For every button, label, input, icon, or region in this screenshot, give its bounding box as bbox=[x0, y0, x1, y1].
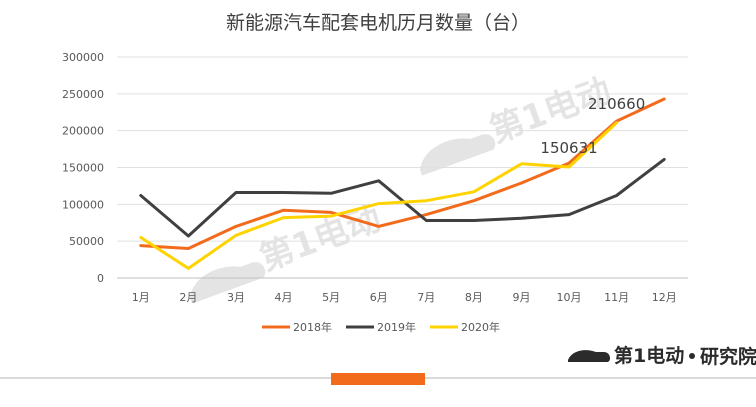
series-line-2018年 bbox=[139, 97, 666, 250]
series-line-2020年 bbox=[139, 121, 619, 270]
x-tick-label: 10月 bbox=[557, 291, 582, 304]
y-tick-label: 300000 bbox=[62, 51, 104, 64]
legend: 2018年 2019年 2020年 bbox=[262, 320, 500, 334]
x-tick-label: 8月 bbox=[465, 291, 483, 304]
legend-label: 2018年 bbox=[293, 320, 332, 334]
x-tick-label: 2月 bbox=[179, 291, 197, 304]
x-tick-label: 3月 bbox=[227, 291, 245, 304]
legend-label: 2019年 bbox=[377, 320, 416, 334]
legend-label: 2020年 bbox=[461, 320, 500, 334]
x-tick-label: 7月 bbox=[417, 291, 435, 304]
y-tick-label: 100000 bbox=[62, 198, 104, 211]
data-labels: 150631 210660 bbox=[540, 95, 645, 157]
y-tick-label: 150000 bbox=[62, 162, 104, 175]
y-tick-label: 250000 bbox=[62, 88, 104, 101]
data-label: 150631 bbox=[540, 139, 597, 157]
svg-text:第1电动: 第1电动 bbox=[614, 344, 684, 367]
brand-logo: 第1电动 研究院 bbox=[568, 344, 756, 368]
data-label: 210660 bbox=[588, 95, 645, 113]
y-tick-label: 200000 bbox=[62, 125, 104, 138]
separator-dot bbox=[689, 353, 695, 359]
watermark-upper: 第1电动 bbox=[420, 71, 616, 176]
x-tick-label: 5月 bbox=[322, 291, 340, 304]
grid bbox=[117, 56, 688, 279]
x-tick-label: 4月 bbox=[275, 291, 293, 304]
y-tick-label: 50000 bbox=[69, 235, 104, 248]
x-tick-label: 12月 bbox=[652, 291, 677, 304]
x-axis: 1月 2月 3月 4月 5月 6月 7月 8月 9月 10月 11月 12月 bbox=[132, 291, 677, 304]
series-line-2019年 bbox=[139, 157, 666, 238]
footer-accent-bar bbox=[331, 373, 425, 385]
x-tick-label: 9月 bbox=[512, 291, 530, 304]
x-tick-label: 1月 bbox=[132, 291, 150, 304]
x-tick-label: 11月 bbox=[604, 291, 629, 304]
x-tick-label: 6月 bbox=[370, 291, 388, 304]
car-icon bbox=[568, 350, 611, 362]
series-lines bbox=[139, 97, 666, 270]
brand-name: 研究院 bbox=[700, 345, 756, 368]
chart-title: 新能源汽车配套电机历月数量（台） bbox=[226, 12, 530, 34]
y-axis: 300000 250000 200000 150000 100000 50000 0 bbox=[62, 51, 104, 285]
y-tick-label: 0 bbox=[97, 272, 104, 285]
